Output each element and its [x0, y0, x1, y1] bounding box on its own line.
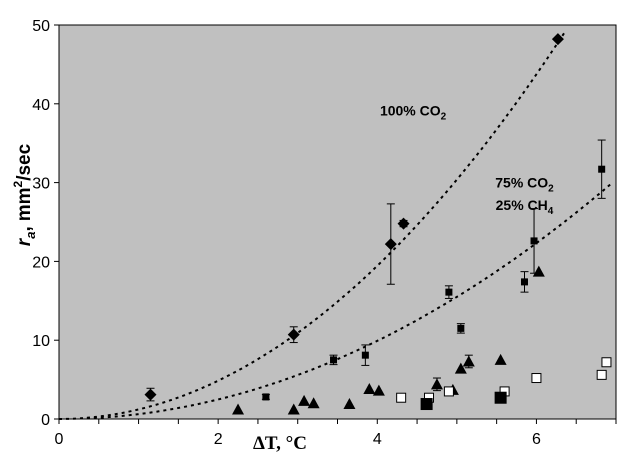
annotation-co2-75: 75% CO2 — [495, 174, 554, 194]
y-tick-label: 0 — [41, 412, 50, 429]
data-points — [144, 33, 612, 415]
y-tick-label: 10 — [32, 333, 50, 350]
y-tick-label: 50 — [32, 18, 50, 35]
x-tick-label: 0 — [55, 431, 64, 448]
y-axis-unit-sup: 2 — [11, 180, 25, 187]
data-point-triangle — [307, 397, 320, 409]
annotations: 100% CO2 75% CO2 25% CH4 — [380, 103, 554, 218]
data-point-square — [520, 278, 528, 286]
data-point-open-square — [596, 369, 607, 380]
data-point-square — [262, 393, 270, 401]
data-point-triangle — [372, 384, 385, 396]
data-point-big-square — [420, 398, 433, 411]
annotation-ch4-25: 25% CH4 — [496, 197, 554, 217]
y-axis-title: ra, mm2/sec — [11, 143, 38, 246]
data-point-square — [530, 237, 538, 245]
y-axis-comma: , — [14, 226, 35, 231]
data-point-triangle — [287, 403, 300, 415]
data-point-triangle — [232, 403, 245, 415]
data-point-square — [361, 351, 369, 359]
data-point-diamond — [397, 217, 410, 230]
ticks: 0 10 20 30 40 50 0 2 4 6 — [32, 18, 617, 448]
x-axis-title: ΔT, °C — [253, 433, 307, 454]
data-point-triangle — [494, 353, 507, 365]
trendlines — [58, 32, 613, 420]
y-axis-unit-tail: /sec — [14, 143, 35, 180]
data-point-open-square — [396, 392, 407, 403]
data-point-big-square — [494, 391, 507, 404]
y-tick-label: 40 — [32, 97, 50, 114]
data-point-open-square — [601, 357, 612, 368]
data-point-triangle — [532, 265, 545, 277]
y-axis-symbol: r — [14, 237, 35, 246]
y-axis-unit-base: mm — [14, 187, 35, 221]
data-point-triangle — [343, 398, 356, 410]
y-tick-label: 20 — [32, 254, 50, 271]
data-point-diamond — [144, 388, 157, 401]
data-point-triangle — [462, 355, 475, 367]
data-point-triangle — [363, 383, 376, 395]
data-point-triangle — [430, 378, 443, 390]
x-tick-label: 4 — [373, 431, 382, 448]
data-point-triangle — [298, 394, 311, 406]
x-tick-label: 6 — [532, 431, 541, 448]
data-point-diamond — [551, 33, 564, 46]
data-point-square — [330, 356, 338, 364]
data-point-diamond — [287, 328, 300, 341]
data-point-square — [457, 324, 465, 332]
data-point-open-square — [531, 373, 542, 384]
data-point-open-square — [443, 386, 454, 397]
data-point-triangle — [454, 362, 467, 374]
data-point-diamond — [384, 238, 397, 251]
x-tick-label: 2 — [214, 431, 223, 448]
trendline-1 — [58, 32, 566, 420]
annotation-co2-100: 100% CO2 — [380, 103, 447, 123]
y-axis-subscript: a — [23, 232, 38, 239]
y-tick-label: 30 — [32, 176, 50, 193]
plot-area — [58, 24, 617, 420]
data-point-square — [598, 165, 606, 173]
data-point-square — [445, 288, 453, 296]
